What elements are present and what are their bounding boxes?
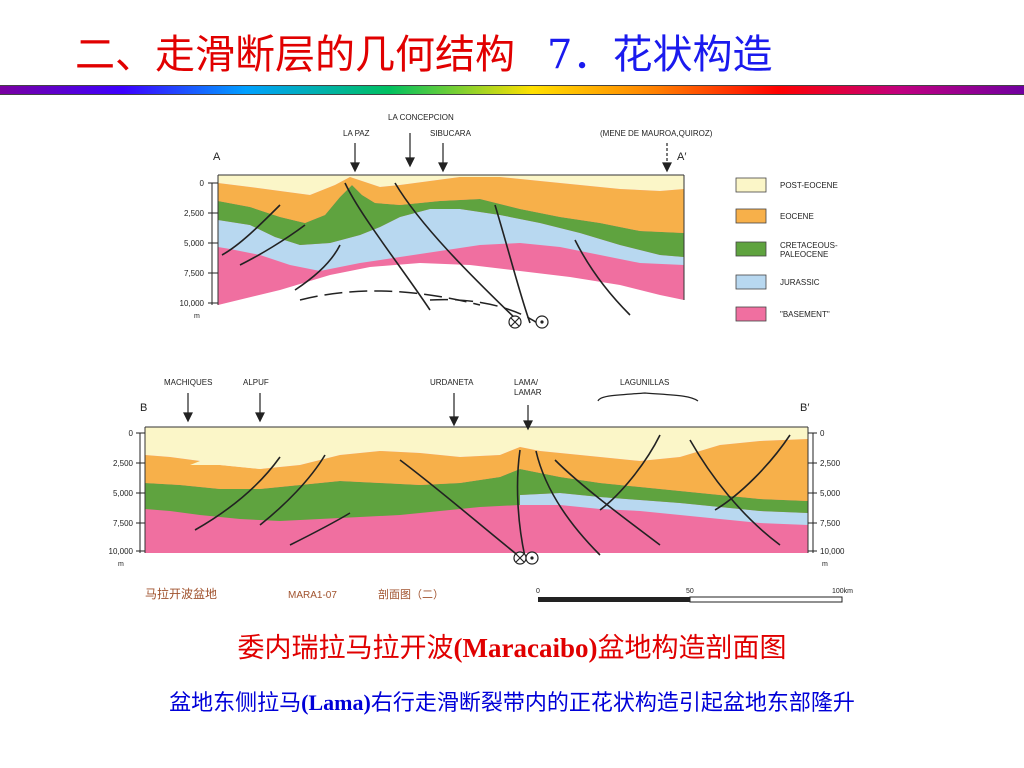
a-end-label: A′ (677, 151, 686, 163)
a-start-label: A (213, 151, 221, 163)
scale-bar: 0 50 100km (536, 588, 853, 603)
footer-code: MARA1-07 (288, 590, 337, 601)
b-left-depth-tick-10000: 10,000 (109, 547, 134, 556)
legend-swatch-jurassic (735, 274, 767, 290)
b-right-depth-tick-2500: 2,500 (820, 459, 841, 468)
rainbow-divider (0, 85, 1024, 95)
a-loc-la-concepcion: LA CONCEPCION (388, 113, 454, 122)
scale-tick-100km: 100km (832, 588, 853, 595)
cross-section-svg: LA CONCEPCION LA PAZ SIBUCARA (MENE DE M… (109, 113, 853, 603)
caption-description: 盆地东侧拉马(Lama)右行走滑断裂带内的正花状构造引起盆地东部隆升 (0, 685, 1024, 717)
slide-title: 二、走滑断层的几何结构 7．花状构造 (75, 22, 772, 82)
a-depth-unit: m (194, 313, 200, 320)
legend-label-post-eocene: POST-EOCENE (780, 181, 838, 190)
a-depth-tick-10000: 10,000 (180, 299, 205, 308)
b-left-depth-tick-5000: 5,000 (113, 489, 134, 498)
caption-desc-after: 右行走滑断裂带内的正花状构造引起盆地东部隆升 (370, 691, 855, 716)
caption-desc-before: 盆地东侧拉马 (169, 691, 302, 716)
b-loc-alpuf: ALPUF (243, 378, 269, 387)
legend-swatch-eocene (735, 208, 767, 224)
b-start-label: B (140, 402, 147, 414)
b-loc-lamar: LAMAR (514, 388, 542, 397)
title-main: 二、走滑断层的几何结构 (75, 32, 515, 78)
b-loc-lagunillas: LAGUNILLAS (620, 378, 669, 387)
a-loc-mene-de-mauroa: (MENE DE MAUROA,QUIROZ) (600, 129, 713, 138)
b-loc-lama: LAMA/ (514, 378, 539, 387)
caption-main-after: 盆地构造剖面图 (597, 633, 787, 664)
caption-desc-latin: (Lama) (301, 690, 371, 715)
b-right-depth-tick-0: 0 (820, 429, 825, 438)
a-loc-sibucara: SIBUCARA (430, 129, 472, 138)
a-depth-tick-5000: 5,000 (184, 239, 205, 248)
geologic-cross-section-figure: LA CONCEPCION LA PAZ SIBUCARA (MENE DE M… (100, 105, 870, 613)
title-sub: 7．花状构造 (547, 32, 773, 78)
legend-swatch-post-eocene (735, 177, 767, 193)
b-end-label: B′ (800, 402, 809, 414)
legend-label-cretaceous: CRETACEOUS- (780, 241, 838, 250)
section-a: LA CONCEPCION LA PAZ SIBUCARA (MENE DE M… (180, 113, 713, 329)
b-jurassic-layer (520, 493, 808, 525)
legend-label-paleocene: PALEOCENE (780, 250, 828, 259)
footer-section: 剖面图（二） (378, 587, 444, 601)
b-cretaceous-layer (145, 469, 808, 521)
section-b: MACHIQUES ALPUF URDANETA LAMA/ LAMAR LAG… (109, 378, 845, 568)
legend: POST-EOCENE EOCENE CRETACEOUS- PALEOCENE… (735, 177, 838, 322)
b-loc-urdaneta: URDANETA (430, 378, 474, 387)
scale-tick-0: 0 (536, 588, 540, 595)
b-loc-machiques: MACHIQUES (164, 378, 212, 387)
b-left-depth-tick-0: 0 (129, 429, 134, 438)
b-right-depth-tick-10000: 10,000 (820, 547, 845, 556)
figure-footer: 马拉开波盆地 MARA1-07 剖面图（二） (145, 586, 444, 601)
a-depth-tick-2500: 2,500 (184, 209, 205, 218)
legend-label-eocene: EOCENE (780, 212, 814, 221)
b-right-depth-unit: m (822, 561, 828, 568)
a-depth-tick-0: 0 (200, 179, 205, 188)
b-right-depth-tick-7500: 7,500 (820, 519, 841, 528)
legend-label-basement: "BASEMENT" (780, 310, 830, 319)
b-right-depth-tick-5000: 5,000 (820, 489, 841, 498)
legend-swatch-basement (735, 306, 767, 322)
scale-tick-50: 50 (686, 588, 694, 595)
b-left-depth-tick-2500: 2,500 (113, 459, 134, 468)
a-post-eocene-layer (218, 175, 684, 195)
b-left-depth-tick-7500: 7,500 (113, 519, 134, 528)
footer-basin: 马拉开波盆地 (145, 586, 217, 601)
a-eocene-layer (218, 177, 684, 233)
legend-label-jurassic: JURASSIC (780, 278, 820, 287)
caption-main: 委内瑞拉马拉开波(Maracaibo)盆地构造剖面图 (0, 626, 1024, 665)
a-cretaceous-layer (218, 185, 684, 257)
b-left-depth-unit: m (118, 561, 124, 568)
a-loc-la-paz: LA PAZ (343, 129, 370, 138)
legend-swatch-cretaceous (735, 241, 767, 257)
caption-main-before: 委内瑞拉马拉开波 (237, 633, 454, 664)
a-depth-tick-7500: 7,500 (184, 269, 205, 278)
caption-main-latin: (Maracaibo) (453, 633, 598, 663)
b-eocene-layer (145, 439, 808, 501)
